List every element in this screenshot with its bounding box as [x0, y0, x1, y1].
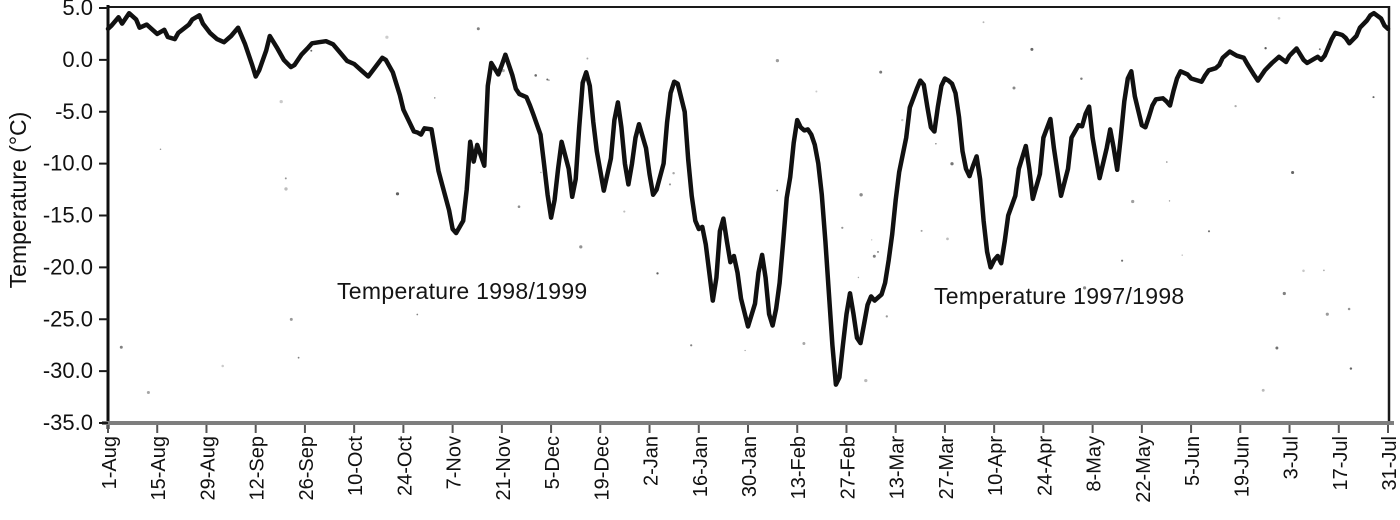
- x-tick-label: 13-Feb: [788, 436, 810, 499]
- x-tick-label: 8-May: [1084, 436, 1106, 492]
- x-tick-label: 27-Mar: [936, 436, 958, 500]
- y-tick-label: -5.0: [55, 99, 93, 124]
- x-tick-label: 5-Dec: [542, 436, 564, 489]
- x-tick-label: 31-Jul: [1379, 436, 1400, 490]
- series-label-1997-1998: Temperature 1997/1998: [934, 283, 1185, 309]
- x-tick-label: 10-Apr: [985, 436, 1007, 496]
- y-tick-label: 5.0: [62, 0, 93, 20]
- y-axis-ticks-and-labels: 5.0 0.0 -5.0 -10.0 -15.0 -20.0 -25.0 -30.0 -35.0: [43, 0, 108, 435]
- x-tick-label: 19-Dec: [591, 436, 613, 500]
- y-tick-label: -25.0: [43, 306, 93, 331]
- x-tick-label: 15-Aug: [148, 436, 170, 501]
- x-tick-label: 10-Oct: [345, 436, 367, 496]
- x-tick-label: 19-Jun: [1231, 436, 1253, 497]
- x-tick-label: 27-Feb: [837, 436, 859, 499]
- x-tick-label: 13-Mar: [887, 436, 909, 500]
- y-tick-label: 0.0: [62, 47, 93, 72]
- x-tick-label: 21-Nov: [493, 436, 515, 500]
- x-tick-label: 12-Sep: [247, 436, 269, 501]
- temperature-line: [105, 10, 1391, 387]
- y-tick-label: -15.0: [43, 203, 93, 228]
- x-tick-label: 24-Apr: [1034, 436, 1056, 496]
- scan-speckle: [119, 16, 1375, 395]
- x-tick-label: 22-May: [1133, 436, 1155, 503]
- series-label-1998-1999: Temperature 1998/1999: [337, 278, 588, 304]
- x-tick-label: 5-Jun: [1182, 436, 1204, 486]
- x-tick-label: 26-Sep: [296, 436, 318, 501]
- x-tick-label: 24-Oct: [394, 436, 416, 496]
- plot-frame: [102, 5, 1394, 429]
- x-tick-label: 17-Jul: [1330, 436, 1352, 490]
- x-tick-label: 2-Jan: [641, 436, 663, 486]
- x-tick-label: 7-Nov: [444, 436, 466, 489]
- x-tick-label: 16-Jan: [690, 436, 712, 497]
- y-axis-title: Temperature (°C): [5, 112, 31, 289]
- y-tick-label: -30.0: [43, 358, 93, 383]
- x-tick-label: 30-Jan: [739, 436, 761, 497]
- x-tick-label: 3-Jul: [1281, 436, 1303, 479]
- y-tick-label: -35.0: [43, 410, 93, 435]
- y-axis-title-text: Temperature (°C): [5, 112, 31, 289]
- temperature-polyline: [105, 10, 1391, 387]
- y-tick-label: -10.0: [43, 151, 93, 176]
- y-tick-label: -20.0: [43, 254, 93, 279]
- x-tick-label: 29-Aug: [197, 436, 219, 501]
- x-axis-ticks-and-labels: 1-Aug 15-Aug 29-Aug 12-Sep 26-Sep 10-Oct 24-Oc…: [99, 425, 1400, 503]
- x-tick-label: 1-Aug: [99, 436, 121, 489]
